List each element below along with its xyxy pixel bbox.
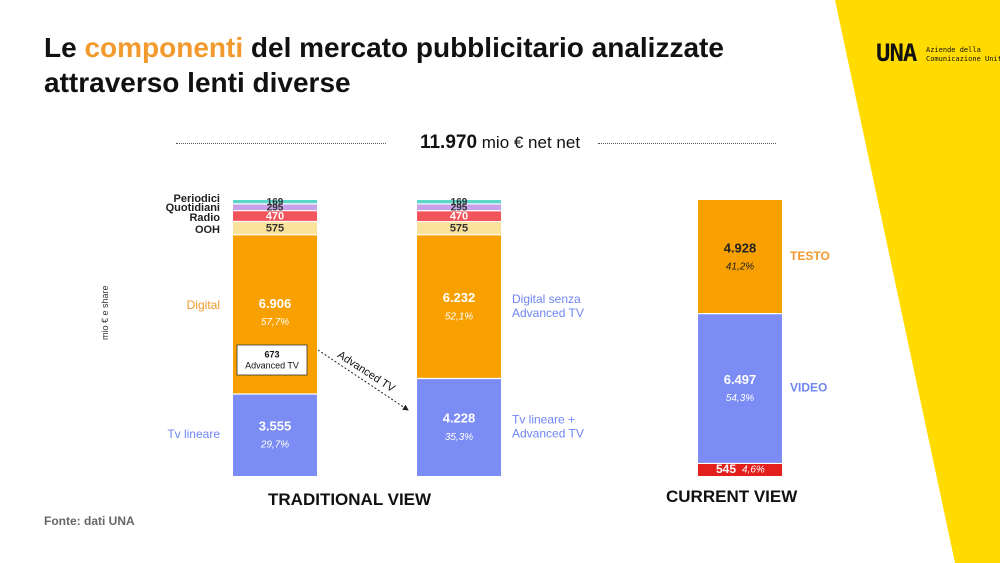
bar-1-category-digital-senza-advanced-tv-1: Advanced TV <box>512 306 584 320</box>
bar-2-value-audio: 545 <box>716 462 736 476</box>
bar-2-share-audio: 4,6% <box>742 464 765 475</box>
bar-1-share-digital-senza-advanced-tv: 52,1% <box>445 311 473 322</box>
bar-1-value-quotidiani: 295 <box>451 202 468 213</box>
bar-0-category-quotidiani: Quotidiani <box>166 202 220 214</box>
bar-1-segment-tv-lineare-advanced-tv <box>417 378 501 476</box>
bar-0-value-digital: 6.906 <box>259 296 292 311</box>
bar-1-value-digital-senza-advanced-tv: 6.232 <box>443 290 476 305</box>
bar-0-segment-quotidiani <box>233 203 317 211</box>
source-note: Fonte: dati UNA <box>44 514 135 528</box>
bar-1-category-tv-lineare-advanced-tv-1: Advanced TV <box>512 426 584 440</box>
bar-1-segment-ooh <box>417 221 501 235</box>
bar-1-value-ooh: 575 <box>450 223 468 235</box>
bar-2-value-testo: 4.928 <box>724 240 757 255</box>
una-logo: UNA Aziende della Comunicazione Unite <box>876 39 1000 67</box>
total-unit: mio € net net <box>481 133 581 152</box>
title-accent: componenti <box>84 32 244 63</box>
bar-0-segment-periodici <box>233 200 317 204</box>
advanced-tv-callout-label: Advanced TV <box>245 360 299 370</box>
bar-2-share-testo: 41,2% <box>726 261 754 272</box>
advanced-tv-callout-box <box>236 344 308 376</box>
bar-0-segment-radio <box>233 210 317 222</box>
bar-0-value-periodici: 169 <box>267 197 284 208</box>
bar-1-segment-digital-senza-advanced-tv <box>417 234 501 379</box>
bar-2-value-video: 6.497 <box>724 372 757 387</box>
bar-1-segment-quotidiani <box>417 203 501 211</box>
advanced-tv-arrow <box>317 349 409 411</box>
bar-0-share-tv-lineare: 29,7% <box>260 440 289 451</box>
bar-2-segment-audio <box>698 463 782 476</box>
logo-text: Aziende della Comunicazione Unite <box>926 46 1000 63</box>
bar-0-category-digital: Digital <box>187 298 220 312</box>
total-dotline-left <box>176 143 386 144</box>
advanced-tv-arrow-label: Advanced TV <box>335 349 397 395</box>
bar-0-share-digital: 57,7% <box>261 317 289 328</box>
total-value: 11.970 <box>419 132 478 153</box>
bar-1-segment-radio <box>417 210 501 222</box>
bar-0-category-tv-lineare: Tv lineare <box>167 427 220 441</box>
bar-2-share-video: 54,3% <box>726 393 754 404</box>
bar-0-segment-tv-lineare <box>233 394 317 476</box>
bar-1-value-radio: 470 <box>450 211 468 223</box>
bar-0-value-quotidiani: 295 <box>267 202 284 213</box>
page-title: Le componenti del mercato pubblicitario … <box>44 32 724 98</box>
bar-1-value-tv-lineare-advanced-tv: 4.228 <box>443 411 476 426</box>
current-view-label: CURRENT VIEW <box>666 487 798 506</box>
bar-2-segment-testo <box>698 200 782 314</box>
bar-1-category-digital-senza-advanced-tv-0: Digital senza <box>512 292 581 306</box>
advanced-tv-callout-value: 673 <box>264 349 279 359</box>
bar-1-category-tv-lineare-advanced-tv-0: Tv lineare + <box>512 412 575 426</box>
bar-0-segment-ooh <box>233 221 317 235</box>
bar-0-value-tv-lineare: 3.555 <box>259 418 292 433</box>
bar-0-value-ooh: 575 <box>266 223 284 235</box>
bar-2-segment-video <box>698 313 782 464</box>
bar-2-category-video: VIDEO <box>790 381 827 395</box>
logo-mark: UNA <box>876 39 917 67</box>
bar-2-category-testo: TESTO <box>790 249 830 263</box>
bar-1-segment-periodici <box>417 200 501 204</box>
bar-0-category-radio: Radio <box>189 212 220 224</box>
bar-0-category-periodici: Periodici <box>174 193 220 205</box>
total-dotline-right <box>598 143 776 144</box>
bar-0-value-radio: 470 <box>266 211 284 223</box>
market-total: 11.970 mio € net net <box>0 132 1000 154</box>
traditional-view-label: TRADITIONAL VIEW <box>268 490 432 509</box>
bar-0-category-ooh: OOH <box>195 224 220 236</box>
bar-1-share-tv-lineare-advanced-tv: 35,3% <box>445 432 473 443</box>
bar-1-value-periodici: 169 <box>451 197 468 208</box>
